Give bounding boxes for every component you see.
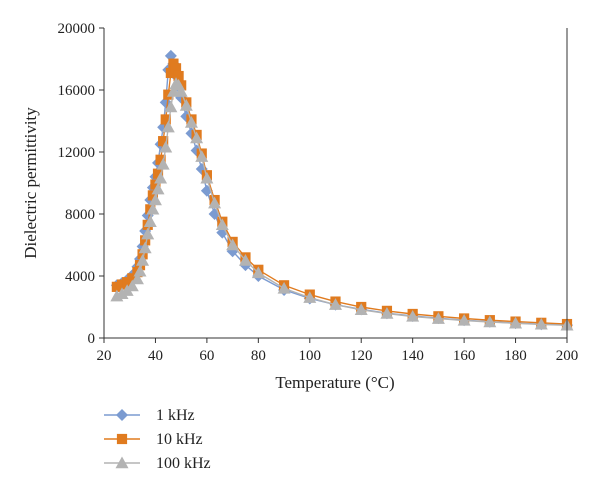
legend-marker bbox=[115, 456, 129, 469]
x-tick-label: 40 bbox=[148, 348, 163, 364]
legend-marker bbox=[116, 409, 128, 421]
data-point bbox=[160, 114, 171, 125]
data-point bbox=[251, 266, 265, 279]
data-point bbox=[141, 227, 155, 240]
data-point bbox=[115, 287, 129, 300]
data-point bbox=[138, 241, 152, 254]
y-tick-label: 20000 bbox=[58, 21, 96, 37]
data-point bbox=[174, 85, 188, 97]
data-point bbox=[215, 218, 229, 231]
data-point bbox=[431, 312, 445, 324]
data-point bbox=[125, 279, 139, 292]
y-tick-label: 16000 bbox=[58, 83, 96, 99]
data-point bbox=[238, 254, 252, 266]
axes: 20 40 60 80 100 120 140 160 180 200 0 4000 8000 12000… bbox=[58, 21, 579, 364]
x-tick-label: 160 bbox=[453, 348, 476, 364]
data-point bbox=[156, 157, 170, 170]
data-point bbox=[147, 190, 158, 201]
data-point bbox=[111, 281, 122, 292]
data-point bbox=[116, 279, 128, 290]
x-tick-label: 60 bbox=[199, 348, 214, 364]
x-axis-title: Temperature (°C) bbox=[275, 373, 394, 392]
data-point bbox=[155, 154, 166, 165]
data-point bbox=[133, 264, 147, 277]
legend-item: 100 kHz bbox=[104, 455, 211, 472]
data-point bbox=[406, 309, 420, 322]
legend: 1 kHz 10 kHz 100 kHz bbox=[104, 407, 211, 472]
data-point bbox=[226, 238, 240, 251]
data-point bbox=[152, 168, 164, 179]
data-point bbox=[148, 193, 162, 206]
plot-area bbox=[110, 49, 574, 332]
y-tick-label: 0 bbox=[88, 331, 96, 347]
series-100-khz bbox=[110, 77, 574, 331]
data-point bbox=[184, 116, 198, 128]
legend-marker bbox=[116, 433, 128, 445]
data-point bbox=[146, 202, 160, 215]
x-tick-label: 140 bbox=[401, 348, 424, 364]
x-tick-label: 100 bbox=[299, 348, 322, 364]
data-point bbox=[173, 70, 184, 82]
data-point bbox=[329, 298, 342, 310]
data-point bbox=[277, 281, 291, 294]
data-point bbox=[136, 254, 150, 266]
data-point bbox=[122, 277, 133, 288]
data-point bbox=[380, 307, 394, 319]
x-tick-label: 20 bbox=[97, 348, 112, 364]
legend-label: 1 kHz bbox=[156, 407, 195, 424]
data-point bbox=[208, 196, 222, 209]
data-point bbox=[457, 313, 471, 326]
x-tick-label: 80 bbox=[251, 348, 266, 364]
x-tick-label: 200 bbox=[556, 348, 579, 364]
x-tick-label: 120 bbox=[350, 348, 373, 364]
data-point bbox=[143, 215, 157, 227]
data-point bbox=[150, 179, 161, 190]
legend-item: 1 kHz bbox=[104, 407, 195, 424]
data-point bbox=[483, 315, 497, 328]
data-point bbox=[164, 100, 178, 113]
legend-label: 100 kHz bbox=[156, 455, 211, 472]
y-tick-label: 8000 bbox=[65, 207, 95, 223]
data-point bbox=[170, 63, 182, 74]
data-point bbox=[158, 136, 169, 147]
x-tick-label: 180 bbox=[504, 348, 527, 364]
data-point bbox=[509, 316, 523, 329]
data-point bbox=[303, 291, 317, 303]
data-point bbox=[534, 317, 548, 330]
y-tick-label: 12000 bbox=[58, 145, 96, 161]
legend-label: 10 kHz bbox=[156, 431, 203, 448]
data-point bbox=[179, 99, 193, 111]
data-point bbox=[190, 131, 204, 144]
data-point bbox=[354, 303, 368, 315]
data-point bbox=[154, 171, 168, 184]
data-point bbox=[140, 235, 151, 246]
data-point bbox=[159, 140, 173, 153]
data-point bbox=[151, 182, 165, 195]
data-point bbox=[127, 273, 138, 284]
legend-item: 10 kHz bbox=[104, 431, 203, 448]
y-axis-title: Dielectric permittivity bbox=[21, 107, 40, 259]
data-point bbox=[130, 272, 144, 285]
data-point bbox=[161, 120, 175, 133]
data-point bbox=[195, 150, 209, 162]
data-point bbox=[165, 67, 176, 79]
y-tick-label: 4000 bbox=[65, 269, 95, 285]
data-point bbox=[200, 171, 214, 184]
